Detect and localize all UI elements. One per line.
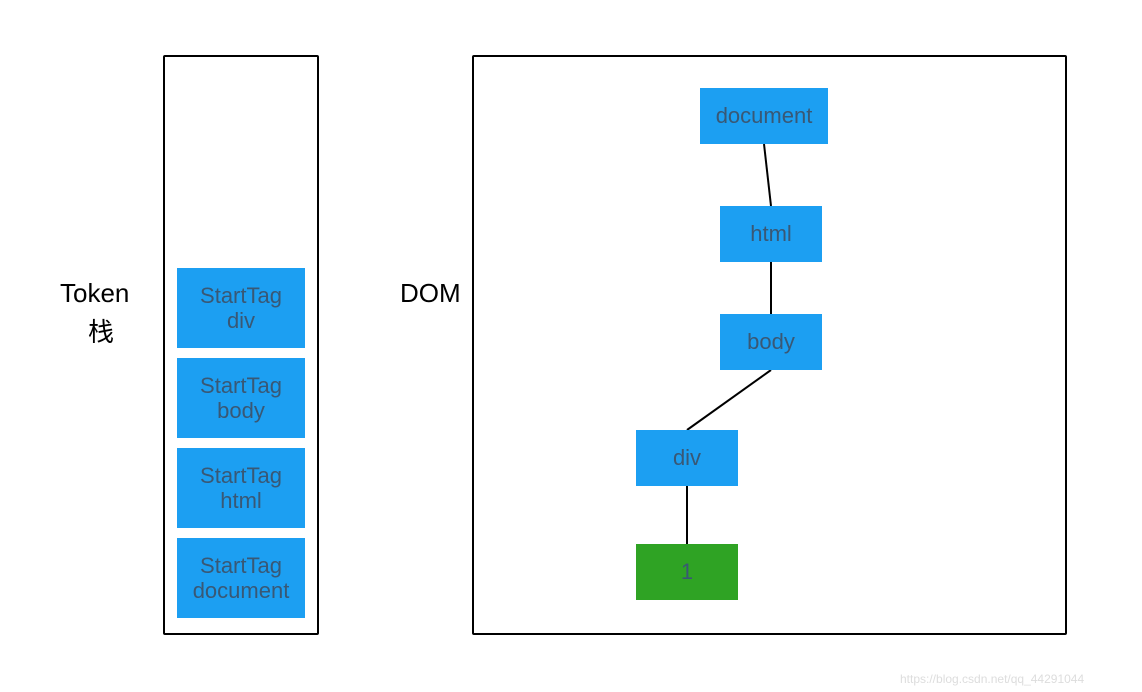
token-label-line1: Token	[60, 278, 129, 309]
dom-label: DOM	[400, 278, 461, 309]
dom-node-div: div	[636, 430, 738, 486]
watermark: https://blog.csdn.net/qq_44291044	[900, 672, 1084, 686]
dom-node-document: document	[700, 88, 828, 144]
dom-node-html: html	[720, 206, 822, 262]
dom-node-text: 1	[636, 544, 738, 600]
token-label-line2: 栈	[88, 312, 114, 349]
stack-item: StartTag document	[177, 538, 305, 618]
stack-item: StartTag div	[177, 268, 305, 348]
stack-item: StartTag body	[177, 358, 305, 438]
stack-item: StartTag html	[177, 448, 305, 528]
diagram-canvas: { "labels": { "token_line1": "Token", "t…	[0, 0, 1142, 692]
dom-node-body: body	[720, 314, 822, 370]
